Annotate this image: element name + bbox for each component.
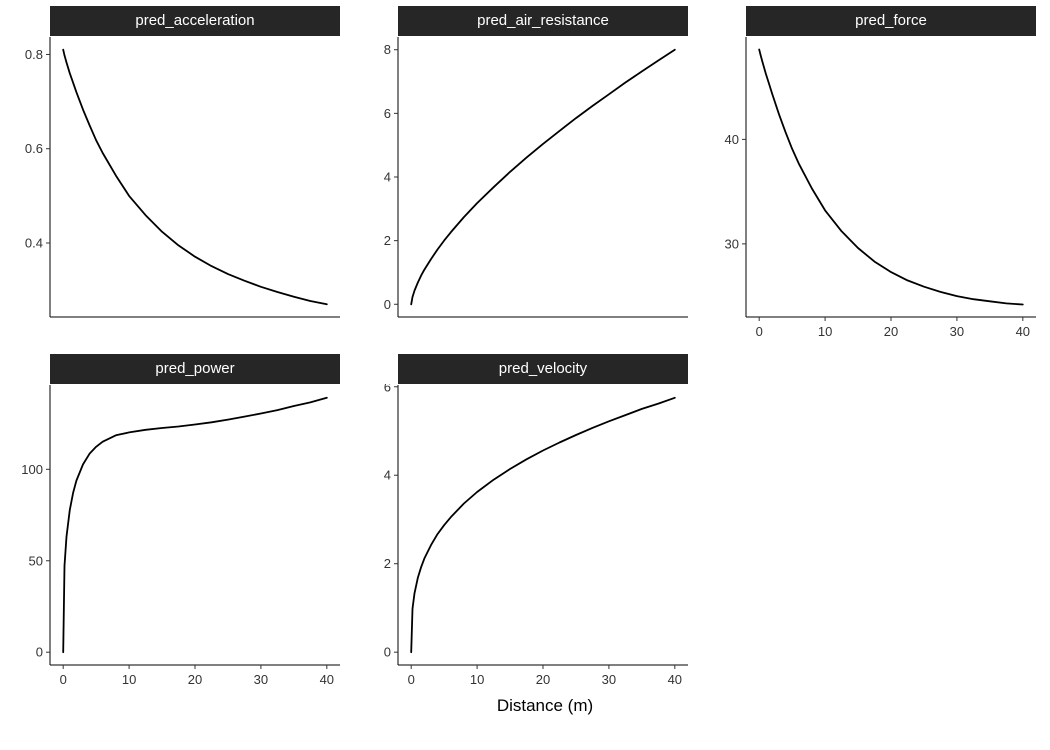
svg-text:20: 20 xyxy=(188,672,202,687)
facet-title: pred_air_resistance xyxy=(477,12,609,29)
svg-text:40: 40 xyxy=(320,672,334,687)
svg-text:0.6: 0.6 xyxy=(25,141,43,156)
facet-pred-force: pred_force 30 40 0 10 20 30 40 xyxy=(700,6,1040,344)
svg-text:2: 2 xyxy=(384,556,391,571)
svg-text:100: 100 xyxy=(21,462,43,477)
svg-text:0: 0 xyxy=(408,672,415,687)
svg-text:4: 4 xyxy=(384,170,391,185)
facet-strip: pred_power xyxy=(50,354,340,384)
svg-text:10: 10 xyxy=(818,324,832,339)
facet-strip: pred_velocity xyxy=(398,354,688,384)
svg-text:0: 0 xyxy=(384,297,391,312)
facet-plot-pred-air-resistance: 0 2 4 6 8 xyxy=(384,37,688,318)
svg-text:20: 20 xyxy=(536,672,550,687)
facet-title: pred_power xyxy=(155,360,235,377)
svg-text:30: 30 xyxy=(602,672,616,687)
svg-text:6: 6 xyxy=(384,384,391,394)
svg-text:30: 30 xyxy=(254,672,268,687)
svg-text:0: 0 xyxy=(60,672,67,687)
facet-strip: pred_force xyxy=(746,6,1036,36)
svg-text:2: 2 xyxy=(384,233,391,248)
svg-text:0.4: 0.4 xyxy=(25,235,43,250)
svg-text:50: 50 xyxy=(29,553,43,568)
svg-text:8: 8 xyxy=(384,42,391,57)
facet-title: pred_velocity xyxy=(498,360,588,377)
facet-strip: pred_acceleration xyxy=(50,6,340,36)
svg-text:30: 30 xyxy=(725,236,739,251)
facet-pred-air-resistance: pred_air_resistance 0 2 4 6 8 xyxy=(352,6,692,321)
facet-pred-velocity: pred_velocity 0 2 4 6 0 10 20 30 40 xyxy=(352,354,692,692)
facet-plot-pred-acceleration: 0.4 0.6 0.8 xyxy=(25,37,340,318)
svg-text:40: 40 xyxy=(1016,324,1030,339)
facet-pred-acceleration: pred_acceleration 0.4 0.6 0.8 xyxy=(4,6,344,321)
svg-text:20: 20 xyxy=(884,324,898,339)
facet-title: pred_force xyxy=(855,12,927,29)
svg-text:40: 40 xyxy=(668,672,682,687)
svg-text:4: 4 xyxy=(384,468,391,483)
facet-grid: pred_acceleration 0.4 0.6 0.8 pred_air_res… xyxy=(4,6,1040,692)
svg-text:30: 30 xyxy=(950,324,964,339)
svg-text:0: 0 xyxy=(36,645,43,660)
facet-plot-pred-force: 30 40 0 10 20 30 40 xyxy=(725,37,1036,339)
svg-text:0.8: 0.8 xyxy=(25,47,43,62)
facet-strip: pred_air_resistance xyxy=(398,6,688,36)
svg-text:40: 40 xyxy=(725,132,739,147)
svg-text:6: 6 xyxy=(384,106,391,121)
x-axis-title: Distance (m) xyxy=(496,696,594,715)
svg-text:0: 0 xyxy=(384,645,391,660)
facet-title: pred_acceleration xyxy=(135,12,255,29)
facet-plot-pred-velocity: 0 2 4 6 0 10 20 30 40 xyxy=(384,384,688,687)
facet-pred-power: pred_power 0 50 100 0 10 20 30 40 xyxy=(4,354,344,692)
svg-text:10: 10 xyxy=(122,672,136,687)
svg-text:0: 0 xyxy=(756,324,763,339)
svg-text:10: 10 xyxy=(470,672,484,687)
facet-plot-pred-power: 0 50 100 0 10 20 30 40 xyxy=(21,385,340,687)
